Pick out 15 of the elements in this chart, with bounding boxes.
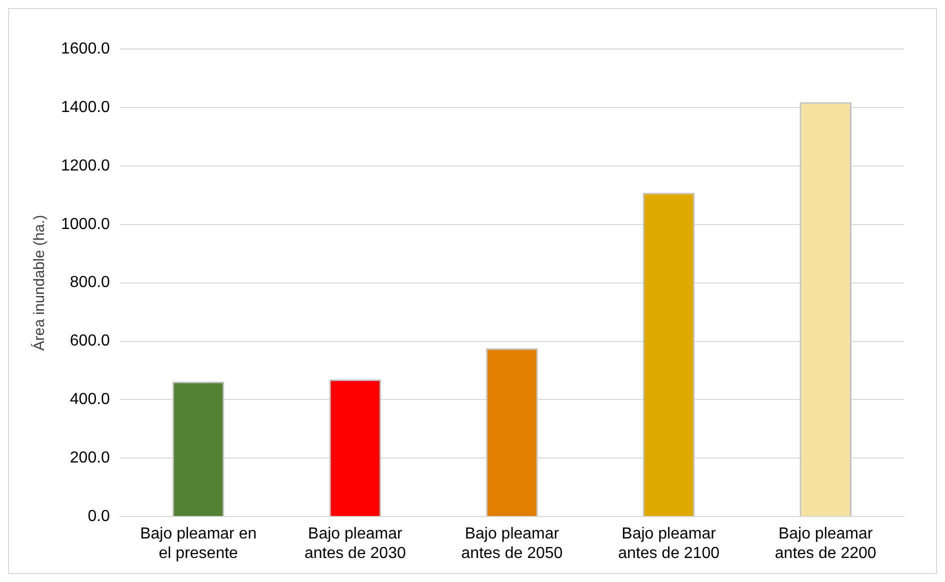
x-tick-label: Bajo pleamar antes de 2030 bbox=[304, 526, 406, 562]
y-tick-label: 1200.0 bbox=[61, 157, 110, 174]
y-tick-label: 200.0 bbox=[70, 450, 110, 467]
x-tick-label: Bajo pleamar antes de 2200 bbox=[774, 526, 876, 562]
y-tick-label: 1000.0 bbox=[61, 216, 110, 233]
y-tick-label: 600.0 bbox=[70, 332, 110, 350]
x-tick-label: Bajo pleamar antes de 2100 bbox=[618, 526, 720, 562]
x-tick-label: Bajo pleamar en el presente bbox=[140, 526, 257, 562]
x-tick-label: Bajo pleamar antes de 2050 bbox=[461, 526, 563, 562]
y-tick-label: 0.0 bbox=[88, 508, 110, 526]
y-tick-label: 1400.0 bbox=[61, 98, 110, 116]
y-tick-label: 400.0 bbox=[70, 391, 110, 408]
y-tick-label: 1600.0 bbox=[61, 40, 110, 58]
y-axis-title: Área inundable (ha.) bbox=[30, 214, 48, 351]
y-tick-label: 800.0 bbox=[70, 274, 110, 292]
